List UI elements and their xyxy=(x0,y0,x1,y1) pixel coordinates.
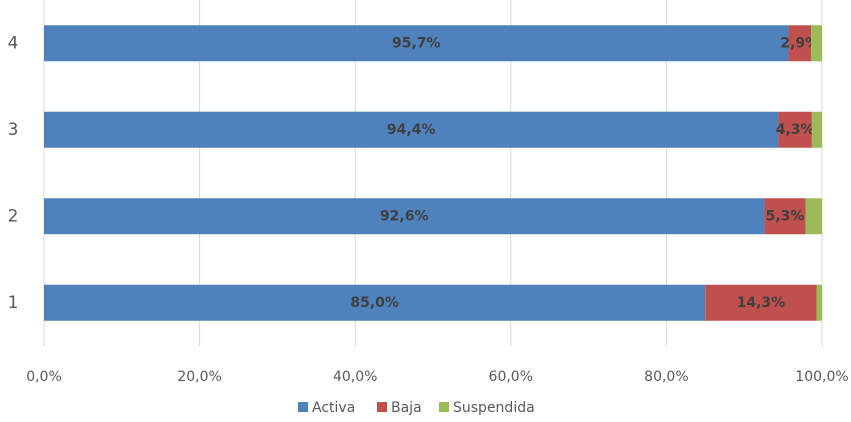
x-tick-label: 100,0% xyxy=(795,369,848,385)
x-tick-label: 80,0% xyxy=(644,369,688,385)
data-label: 92,6% xyxy=(380,208,429,224)
bar-segment xyxy=(705,284,817,321)
bar-segment xyxy=(811,25,822,62)
bar-segment xyxy=(44,284,706,321)
legend-label: Baja xyxy=(391,400,422,416)
bar-segment xyxy=(44,111,779,148)
data-label: 2,9% xyxy=(780,35,819,51)
y-tick-label: 3 xyxy=(8,120,19,140)
data-label: 94,4% xyxy=(387,122,436,138)
bar-segment xyxy=(805,198,822,235)
x-tick-label: 60,0% xyxy=(489,369,533,385)
data-label: 14,3% xyxy=(737,295,786,311)
legend-swatch xyxy=(298,402,308,412)
y-tick-label: 1 xyxy=(8,293,19,313)
legend-swatch xyxy=(439,402,449,412)
data-label: 85,0% xyxy=(350,295,399,311)
data-label: 4,3% xyxy=(776,122,815,138)
bar-segment xyxy=(788,25,812,62)
legend-label: Activa xyxy=(312,400,355,416)
bar-segment xyxy=(816,284,822,321)
x-tick-label: 20,0% xyxy=(177,369,221,385)
x-tick-label: 40,0% xyxy=(333,369,377,385)
data-label: 95,7% xyxy=(392,35,441,51)
bar-segment xyxy=(811,111,822,148)
bar-segment xyxy=(44,25,789,62)
legend-swatch xyxy=(377,402,387,412)
y-tick-label: 4 xyxy=(8,33,19,53)
bar-segment xyxy=(778,111,812,148)
legend-label: Suspendida xyxy=(453,400,535,416)
x-tick-label: 0,0% xyxy=(26,369,62,385)
bar-segment xyxy=(764,198,806,235)
bar-segment xyxy=(44,198,765,235)
data-label: 5,3% xyxy=(766,208,805,224)
y-tick-label: 2 xyxy=(8,206,19,226)
